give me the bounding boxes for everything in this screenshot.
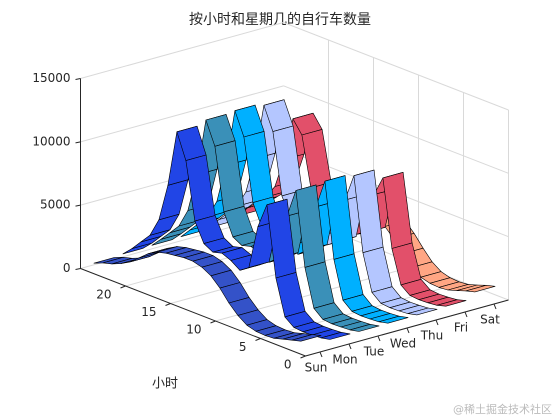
- z-tick-label: 0: [63, 261, 71, 275]
- z-tick-label: 10000: [32, 134, 70, 148]
- tick-mark: [464, 311, 468, 318]
- x-tick-label: 10: [186, 323, 201, 337]
- tick-mark: [165, 303, 171, 306]
- x-tick-label: Mon: [332, 353, 357, 367]
- tick-mark: [75, 268, 81, 270]
- z-tick-label: 15000: [32, 71, 70, 85]
- watermark: @稀土掘金技术社区: [453, 402, 552, 416]
- z-tick-label: 5000: [40, 198, 71, 212]
- tick-mark: [435, 319, 439, 326]
- x-tick-label: Wed: [390, 337, 416, 351]
- x-tick-label: 15: [141, 305, 156, 319]
- x-tick-label: Sun: [305, 361, 328, 375]
- tick-mark: [75, 78, 81, 80]
- grid-line: [80, 22, 284, 79]
- x-tick-label: Thu: [420, 329, 444, 343]
- x-tick-label: 0: [284, 358, 292, 372]
- tick-mark: [120, 285, 126, 289]
- chart-title: 按小时和星期几的自行车数量: [189, 11, 371, 28]
- ribbon-segment: [465, 284, 496, 293]
- ribbon-segment: [407, 307, 438, 316]
- tick-mark: [493, 303, 497, 310]
- x-tick-label: 5: [239, 340, 247, 354]
- tick-mark: [300, 355, 306, 359]
- ribbon-segment: [320, 331, 351, 340]
- grid-line: [80, 85, 284, 143]
- tick-mark: [75, 204, 81, 207]
- tick-mark: [348, 343, 352, 350]
- tick-mark: [210, 320, 216, 324]
- tick-mark: [319, 351, 323, 358]
- x-tick-label: Tue: [363, 345, 385, 359]
- tick-mark: [377, 335, 381, 342]
- axis-line: [80, 268, 306, 357]
- ribbon-segment: [436, 299, 467, 307]
- tick-mark: [406, 327, 410, 334]
- x-axis-label: 小时: [152, 377, 178, 392]
- grid-line: [283, 85, 509, 174]
- tick-mark: [75, 141, 81, 144]
- ribbon-segment: [349, 323, 380, 332]
- ribbon-segment: [378, 315, 409, 324]
- x-tick-label: Fri: [454, 321, 468, 335]
- ribbon-segment: [291, 334, 322, 342]
- x-tick-label: Sat: [480, 313, 500, 327]
- grid-line: [283, 22, 509, 111]
- tick-mark: [255, 338, 261, 341]
- x-tick-label: 20: [96, 288, 111, 302]
